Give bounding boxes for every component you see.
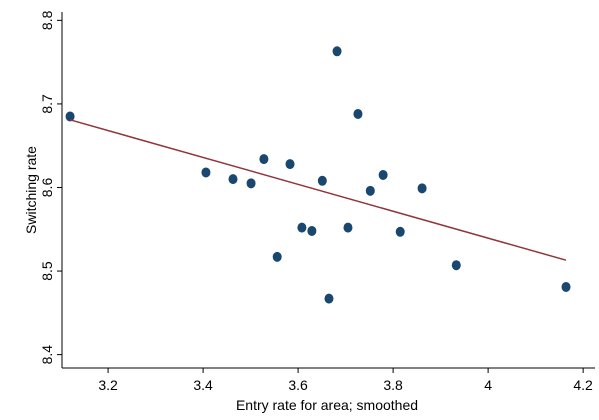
point (201, 167, 211, 178)
x-tick-label: 4.2 (573, 377, 593, 393)
point (228, 174, 238, 185)
y-axis-title: Switching rate (23, 146, 39, 234)
point (307, 225, 317, 236)
point (451, 260, 461, 271)
x-tick-label: 3.8 (383, 377, 403, 393)
x-tick-label: 4 (484, 377, 492, 393)
point (317, 175, 327, 186)
x-axis-title: Entry rate for area; smoothed (236, 397, 418, 413)
x-tick-label: 3.2 (98, 377, 118, 393)
point (246, 178, 256, 189)
point (365, 185, 375, 196)
point (332, 46, 342, 57)
x-tick-label: 3.4 (193, 377, 213, 393)
point (395, 226, 405, 237)
y-tick-label: 8.8 (39, 10, 55, 30)
point (417, 183, 427, 194)
point (561, 281, 571, 292)
point (285, 159, 295, 170)
point (353, 108, 363, 119)
x-tick-label: 3.6 (288, 377, 308, 393)
point (65, 111, 75, 122)
y-tick-label: 8.6 (39, 178, 55, 198)
y-tick-label: 8.4 (39, 345, 55, 365)
y-tick-label: 8.7 (39, 94, 55, 114)
point (297, 222, 307, 233)
point (259, 154, 269, 165)
point (324, 293, 334, 304)
point (378, 169, 388, 180)
point (272, 251, 282, 262)
y-tick-label: 8.5 (39, 261, 55, 281)
fit-line (69, 119, 567, 261)
point (343, 222, 353, 233)
